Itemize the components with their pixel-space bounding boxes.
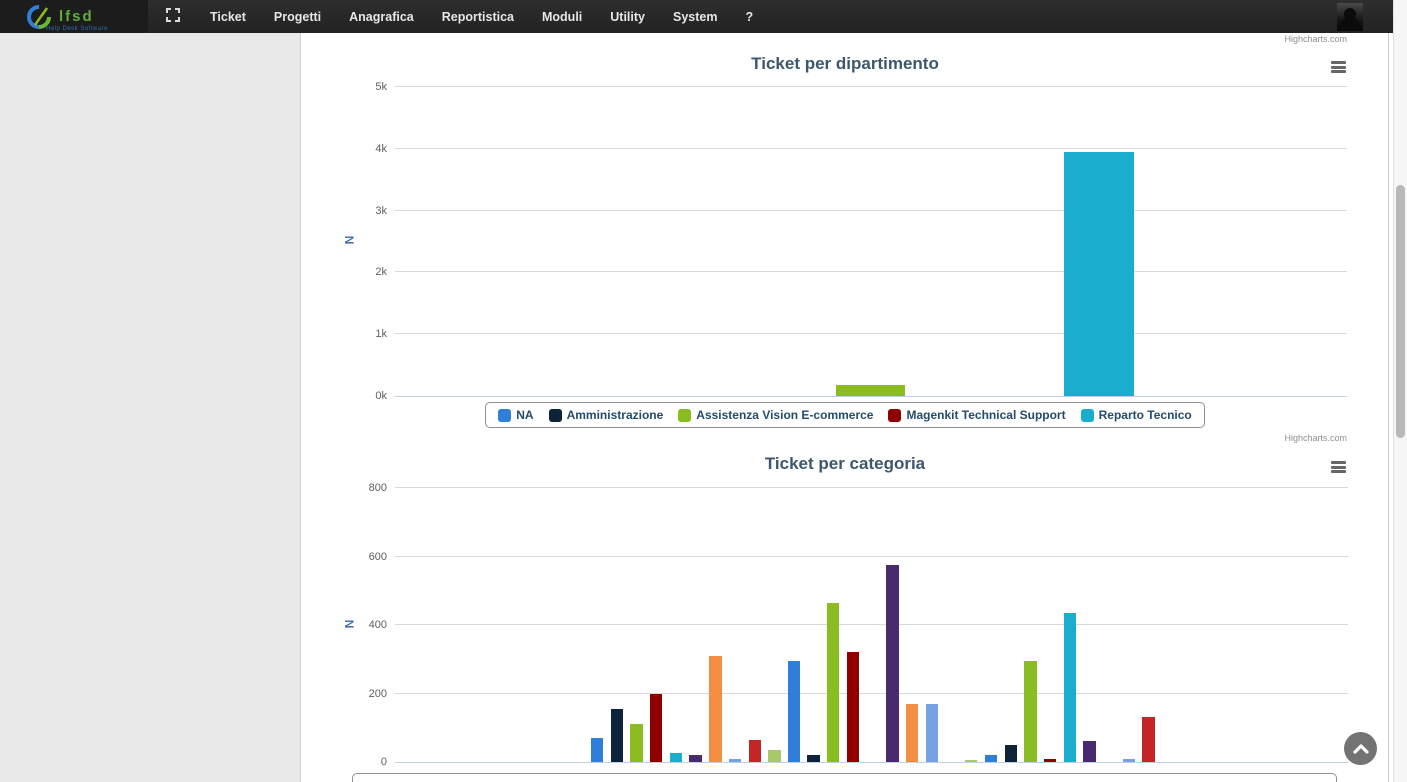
legend-swatch-icon (1080, 408, 1094, 422)
bar-series-4-group-3[interactable] (1044, 758, 1057, 762)
bar-series-3-group-2[interactable] (827, 602, 840, 762)
left-sidebar (0, 33, 301, 782)
vertical-scrollbar[interactable] (1393, 0, 1407, 782)
gridline (395, 692, 1348, 694)
gridline (395, 333, 1347, 335)
bar-series-7-group-2[interactable] (905, 703, 919, 762)
legend-label: Magenkit Technical Support (906, 408, 1066, 422)
bar-series-4-group-1[interactable] (650, 693, 663, 762)
chart-plot-area: 0k 1k 2k 3k 4k 5k (375, 81, 1347, 402)
legend-swatch-icon (888, 408, 902, 422)
y-axis-tick-label: 0 (380, 756, 387, 768)
y-axis-tick-label: 800 (368, 482, 387, 494)
chart-export-menu-icon[interactable] (1330, 460, 1347, 474)
bar-series-3-group-3[interactable] (1024, 660, 1037, 762)
y-axis-tick-label: 3k (375, 204, 387, 217)
brand-name: lfsd (59, 8, 94, 25)
gridline (395, 624, 1348, 625)
legend-label: NA (516, 408, 534, 422)
user-avatar[interactable] (1337, 3, 1363, 31)
menu-item-anagrafica[interactable]: Anagrafica (349, 9, 414, 24)
legend-label: Reparto Tecnico (1098, 408, 1192, 422)
main-menu: Ticket Progetti Anagrafica Reportistica Modu… (196, 1, 767, 33)
gridline (395, 209, 1347, 211)
bar-series-9-group-3[interactable] (1142, 717, 1155, 762)
bar-series-2-group-1[interactable] (610, 708, 623, 762)
highcharts-credit-previous-chart[interactable]: Highcharts.com (1284, 34, 1347, 44)
gridline (395, 487, 1348, 488)
y-axis-title: N (342, 235, 357, 245)
y-axis-tick-label: 4k (375, 142, 387, 155)
legend-swatch-icon (498, 408, 512, 422)
legend-item[interactable]: NA (498, 408, 534, 422)
gridline (395, 147, 1347, 149)
legend-swatch-icon (678, 408, 692, 422)
scroll-to-top-button[interactable] (1344, 732, 1377, 765)
bar-series-6-group-3[interactable] (1083, 741, 1096, 762)
brand-tagline: Help Desk Software (46, 26, 109, 32)
scrollbar-thumb[interactable] (1396, 185, 1405, 438)
chart-legend-partial (352, 773, 1337, 782)
chart-plot-area: 0 200 400 600 800 (369, 482, 1348, 768)
bar-series-10-group-1[interactable] (768, 750, 781, 762)
chart-title: Ticket per dipartimento (751, 54, 939, 73)
bar-series-1-group-3[interactable] (984, 755, 998, 762)
highcharts-credit[interactable]: Highcharts.com (1284, 433, 1347, 443)
menu-item-moduli[interactable]: Moduli (542, 9, 583, 24)
bar-series-5-group-1[interactable] (669, 753, 683, 762)
bar-series-9-group-1[interactable] (748, 739, 761, 762)
bar-series-6-group-2[interactable] (886, 565, 899, 762)
avatar-silhouette (1344, 8, 1356, 20)
bar-Reparto Tecnico[interactable] (1064, 151, 1134, 396)
bar-series-8-group-3[interactable] (1122, 758, 1136, 762)
bar-series-6-group-1[interactable] (689, 755, 702, 762)
bar-series-2-group-2[interactable] (807, 755, 820, 762)
chart-export-menu-icon[interactable] (1330, 60, 1347, 74)
menu-item-progetti[interactable]: Progetti (273, 9, 322, 24)
y-axis-tick-label: 1k (375, 328, 387, 341)
bar-series-1-group-2[interactable] (787, 660, 800, 762)
legend-item[interactable]: Amministrazione (548, 408, 664, 422)
bar-series-2-group-3[interactable] (1004, 744, 1017, 762)
menu-item-system[interactable]: System (673, 9, 718, 24)
y-axis-tick-label: 400 (368, 619, 387, 631)
y-axis-tick-label: 0k (375, 390, 387, 402)
gridline (395, 86, 1347, 87)
gridline (395, 555, 1348, 557)
brand-swoosh-icon (27, 4, 51, 29)
bar-series-8-group-1[interactable] (728, 758, 742, 762)
legend-swatch-icon (548, 408, 562, 422)
bar-series-8-group-2[interactable] (925, 703, 938, 762)
bar-series-3-group-1[interactable] (630, 724, 643, 762)
menu-item-utility[interactable]: Utility (610, 9, 645, 24)
bar-Assistenza Vision E-commerce[interactable] (836, 385, 906, 396)
legend-item[interactable]: Magenkit Technical Support (888, 408, 1066, 422)
fullscreen-toggle-icon[interactable] (162, 4, 184, 29)
menu-item-help[interactable]: ? (745, 9, 754, 24)
bar-series-5-group-3[interactable] (1063, 613, 1077, 762)
chart-legend: NA Amministrazione Assistenza Vision E-com… (302, 402, 1388, 428)
bar-series-7-group-1[interactable] (709, 655, 722, 762)
legend-label: Assistenza Vision E-commerce (696, 408, 874, 422)
bar-series-4-group-2[interactable] (846, 652, 860, 762)
chevron-up-icon (1352, 743, 1369, 754)
brand-logo[interactable]: lfsd Help Desk Software (0, 0, 148, 33)
y-axis-tick-label: 200 (368, 687, 387, 700)
legend-item[interactable]: Assistenza Vision E-commerce (678, 408, 873, 422)
y-axis-tick-label: 2k (375, 266, 387, 279)
y-axis-tick-label: 600 (368, 550, 387, 563)
top-navbar: lfsd Help Desk Software Ticket Progetti An… (0, 0, 1393, 33)
bar-series-10-group-2[interactable] (964, 760, 978, 762)
gridline (395, 271, 1347, 273)
content-area: Highcharts.com Ticket per dipartimento N… (302, 33, 1389, 782)
legend-label: Amministrazione (566, 408, 664, 422)
chart-title: Ticket per categoria (764, 454, 926, 473)
bar-series-1-group-1[interactable] (590, 738, 604, 762)
menu-item-ticket[interactable]: Ticket (210, 9, 246, 24)
y-axis-tick-label: 5k (375, 81, 387, 93)
menu-item-reportistica[interactable]: Reportistica (441, 9, 514, 24)
legend-item[interactable]: Reparto Tecnico (1080, 408, 1192, 422)
